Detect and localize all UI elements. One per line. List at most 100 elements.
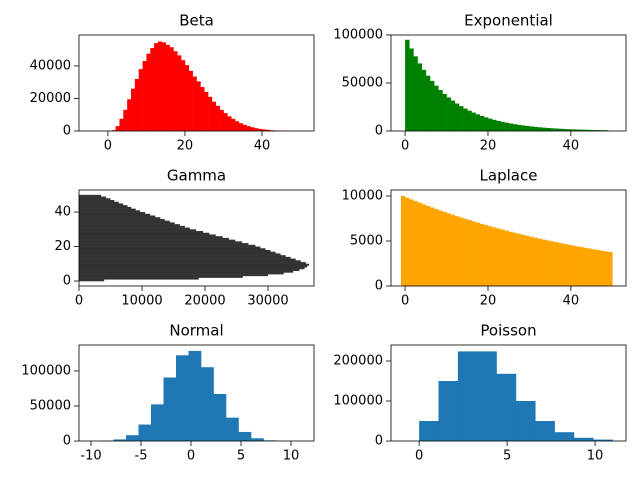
- x-tick-label: 20: [480, 294, 497, 309]
- x-tick-label: -5: [135, 449, 148, 464]
- bar: [583, 129, 588, 131]
- bar: [131, 88, 136, 131]
- bar: [475, 114, 480, 131]
- bar: [496, 120, 501, 131]
- bar: [535, 421, 555, 441]
- bar: [438, 210, 443, 286]
- y-tick-label: 10000: [342, 189, 383, 204]
- bar: [250, 127, 255, 131]
- bar: [516, 124, 522, 131]
- x-tick-label: 20000: [184, 294, 225, 309]
- bar: [541, 239, 547, 286]
- bar: [450, 214, 456, 286]
- bar: [79, 205, 128, 208]
- bar: [79, 262, 306, 265]
- y-tick-label: 20000: [30, 91, 71, 106]
- bar: [113, 439, 127, 441]
- bar: [231, 118, 236, 131]
- bar: [566, 129, 572, 131]
- bar: [429, 80, 435, 131]
- bar: [79, 194, 102, 197]
- bar: [258, 128, 263, 131]
- bar: [238, 123, 244, 131]
- x-tick-label: 10: [587, 449, 604, 464]
- bar: [157, 41, 163, 131]
- bar: [79, 212, 146, 215]
- bar: [492, 227, 497, 286]
- bar: [79, 208, 136, 211]
- bar: [566, 244, 572, 286]
- bar: [79, 277, 199, 280]
- bar: [479, 223, 485, 286]
- y-tick-label: 100000: [21, 363, 71, 378]
- bar: [421, 204, 427, 286]
- bar: [79, 237, 229, 240]
- bar: [562, 243, 568, 286]
- bar: [127, 99, 132, 131]
- bar: [238, 431, 252, 441]
- bar: [454, 103, 460, 131]
- bar: [512, 232, 518, 286]
- bar: [550, 128, 555, 131]
- bar: [508, 231, 514, 286]
- x-tick-label: 0: [401, 139, 409, 154]
- bar: [177, 55, 182, 131]
- y-tick-label: 20: [54, 239, 71, 254]
- y-tick-label: 200000: [333, 354, 383, 369]
- x-tick-label: 10: [283, 449, 300, 464]
- bar: [512, 124, 518, 131]
- x-tick-label: 0: [75, 294, 83, 309]
- bar: [188, 350, 202, 441]
- chart-title: Beta: [179, 12, 214, 30]
- bar: [537, 238, 543, 286]
- bar: [79, 234, 216, 237]
- x-tick-label: 0: [401, 294, 409, 309]
- bar: [521, 125, 526, 131]
- x-tick-label: 40: [563, 294, 580, 309]
- y-tick-label: 0: [375, 124, 383, 139]
- y-tick-label: 0: [63, 124, 71, 139]
- bar: [599, 250, 605, 286]
- axes-frame: [78, 189, 315, 287]
- bar: [150, 48, 155, 131]
- bar: [79, 272, 284, 275]
- bar: [79, 239, 236, 242]
- bar: [79, 243, 249, 246]
- x-tick-label: 0: [187, 449, 195, 464]
- bar: [79, 231, 204, 234]
- x-tick-label: 40: [254, 139, 271, 154]
- bar: [419, 421, 439, 441]
- y-tick-label: 40000: [30, 58, 71, 73]
- x-tick-label: 0: [415, 449, 423, 464]
- x-tick-label: 5: [503, 449, 511, 464]
- bar: [429, 207, 435, 286]
- y-tick-label: 0: [63, 434, 71, 449]
- bar: [575, 246, 580, 286]
- bar: [409, 199, 414, 286]
- bar: [123, 109, 128, 131]
- bar: [496, 228, 501, 286]
- bar: [475, 222, 480, 286]
- bar: [446, 213, 451, 286]
- bar: [583, 247, 588, 286]
- bar: [79, 256, 291, 259]
- bar: [554, 432, 575, 441]
- bar: [434, 208, 439, 286]
- bar: [79, 265, 308, 268]
- bar: [483, 225, 489, 286]
- bar: [254, 128, 259, 131]
- chart-title: Exponential: [464, 12, 553, 30]
- bar: [79, 206, 132, 209]
- bar: [79, 248, 266, 251]
- bar: [176, 355, 189, 441]
- bar: [500, 229, 505, 286]
- bar: [487, 226, 493, 286]
- bar: [134, 78, 140, 131]
- bar: [579, 247, 584, 286]
- bar: [593, 439, 613, 441]
- bar: [126, 435, 139, 441]
- bar: [79, 225, 185, 228]
- bar: [146, 53, 151, 131]
- axes-frame: [390, 344, 627, 442]
- y-tick-label: 0: [375, 279, 383, 294]
